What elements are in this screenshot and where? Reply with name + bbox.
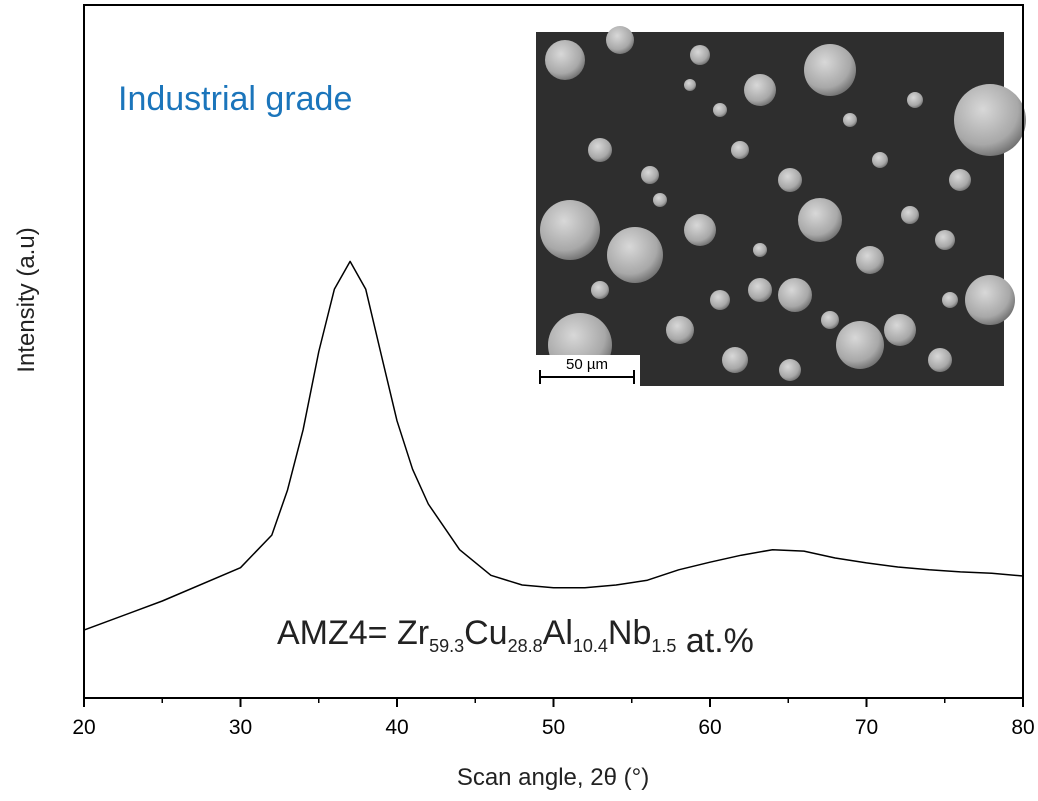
formula-subscript: 28.8 <box>508 636 543 656</box>
formula-element: Zr <box>397 614 429 652</box>
grade-annotation: Industrial grade <box>118 80 352 118</box>
formula-element: Al <box>543 614 573 652</box>
x-tick-label: 50 <box>542 716 565 739</box>
x-tick-label: 80 <box>1011 716 1034 739</box>
formula-subscript: 10.4 <box>573 636 608 656</box>
formula-element: Nb <box>608 614 651 652</box>
x-tick-label: 20 <box>72 716 95 739</box>
formula-suffix: at.% <box>676 622 753 660</box>
formula-element: Cu <box>464 614 507 652</box>
formula-subscript: 1.5 <box>651 636 676 656</box>
x-tick-label: 60 <box>698 716 721 739</box>
y-axis-label: Intensity (a.u) <box>13 227 40 372</box>
formula-annotation: AMZ4= Zr59.3Cu28.8Al10.4Nb1.5 at.% <box>277 614 754 660</box>
x-axis-label: Scan angle, 2θ (°) <box>457 764 649 791</box>
formula-prefix: AMZ4= <box>277 614 397 652</box>
x-tick-label: 40 <box>385 716 408 739</box>
x-tick-label: 70 <box>855 716 878 739</box>
sem-inset-image: 50 µm <box>536 26 1026 386</box>
formula-subscript: 59.3 <box>429 636 464 656</box>
scale-bar-label: 50 µm <box>566 356 608 373</box>
x-tick-label: 30 <box>229 716 252 739</box>
data-line <box>83 260 1024 631</box>
